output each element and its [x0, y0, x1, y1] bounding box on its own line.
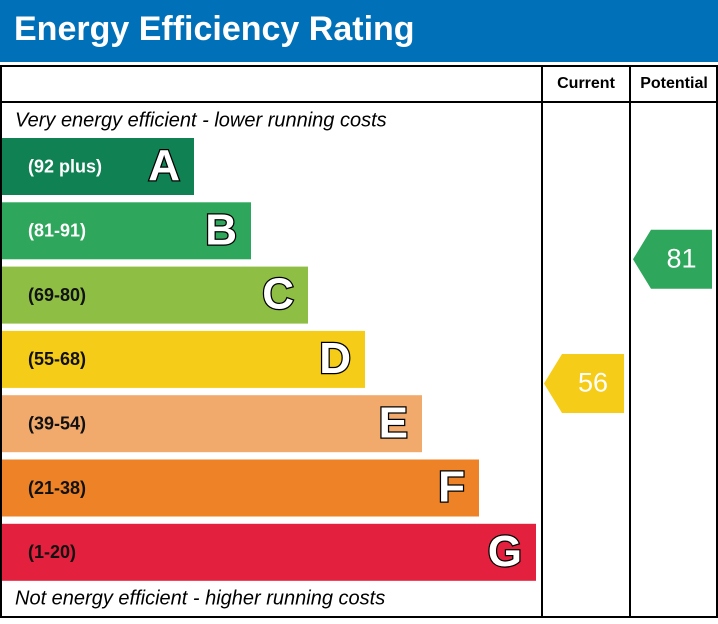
band-letter: B: [205, 205, 237, 254]
rating-value: 56: [578, 368, 608, 398]
column-header: Current: [557, 75, 615, 92]
band: [2, 202, 251, 260]
title-bar: [0, 0, 718, 62]
band-letter: F: [438, 463, 465, 512]
band-range: (55-68): [28, 349, 86, 369]
column-header: Potential: [640, 75, 708, 92]
band-letter: E: [379, 398, 408, 447]
rating-arrow: [544, 354, 624, 414]
band-range: (69-80): [28, 285, 86, 305]
band-range: (92 plus): [28, 156, 102, 176]
table-frame: [0, 65, 718, 618]
band: [2, 459, 479, 517]
band-letter: A: [148, 141, 180, 190]
rating-value: 81: [666, 243, 696, 273]
band-range: (81-91): [28, 221, 86, 241]
band-letter: G: [488, 527, 522, 576]
band-letter: D: [319, 334, 351, 383]
band: [2, 138, 194, 195]
bottom-note: Not energy efficient - higher running co…: [15, 587, 385, 609]
band: [2, 330, 365, 388]
band: [2, 523, 536, 581]
band: [2, 266, 308, 324]
title: Energy Efficiency Rating: [14, 10, 415, 48]
rating-arrow: [633, 229, 712, 289]
band-range: (21-38): [28, 478, 86, 498]
band-range: (1-20): [28, 542, 76, 562]
top-note: Very energy efficient - lower running co…: [15, 109, 387, 131]
band: [2, 395, 422, 453]
band-range: (39-54): [28, 413, 86, 433]
band-letter: C: [262, 270, 294, 319]
